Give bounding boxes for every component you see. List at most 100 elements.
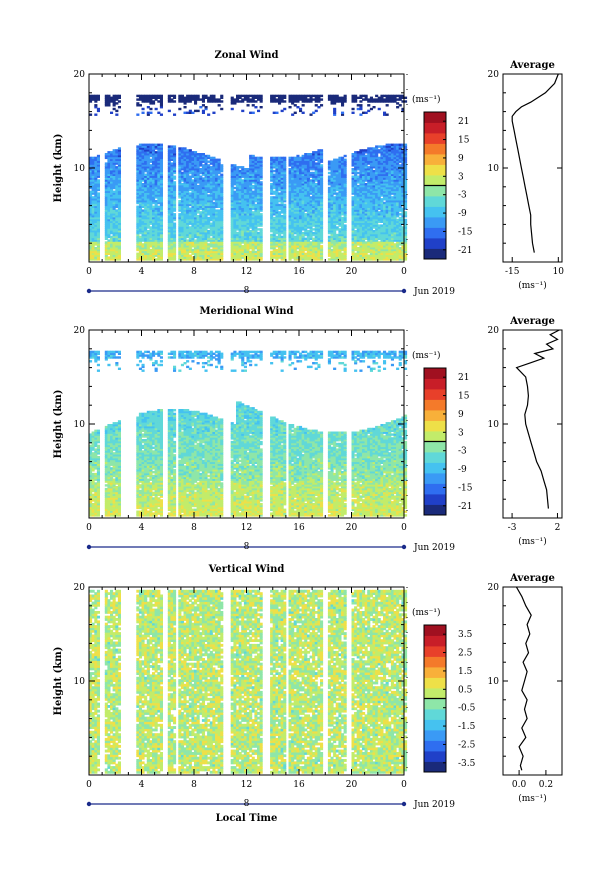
heat-cell (273, 170, 276, 172)
heat-cell (260, 228, 263, 230)
heat-cell (197, 185, 200, 187)
heat-cell (304, 238, 307, 240)
heat-cell (283, 204, 286, 206)
heat-cell (207, 243, 210, 245)
heat-cell (231, 164, 234, 166)
heat-cell (283, 95, 286, 97)
heat-cell (294, 95, 297, 97)
heat-cell (357, 185, 360, 187)
heat-cell (336, 95, 339, 97)
heat-cell (315, 162, 318, 164)
heat-cell (136, 114, 139, 116)
heat-cell (220, 95, 223, 97)
heat-cell (344, 95, 347, 97)
heat-cell (283, 108, 286, 110)
heat-cell (302, 112, 305, 114)
heat-cell (218, 159, 221, 161)
heat-cell (336, 159, 339, 161)
heat-cell (273, 196, 276, 198)
heat-cell (144, 95, 147, 97)
heat-cell (113, 95, 116, 97)
heat-cell (144, 174, 147, 176)
heat-cell (97, 155, 100, 157)
heat-cell (155, 144, 158, 146)
heat-cell (273, 95, 276, 97)
heat-cell (357, 97, 360, 99)
heat-cell (252, 104, 255, 106)
heat-cell (115, 114, 118, 116)
heat-cell (357, 176, 360, 178)
heat-cell (336, 192, 339, 194)
heat-cell (304, 95, 307, 97)
heat-cell (155, 200, 158, 202)
heat-cell (231, 108, 234, 110)
heat-cell (252, 191, 255, 193)
heat-cell (94, 104, 97, 106)
heat-cell (173, 181, 176, 183)
heat-cell (357, 151, 360, 153)
heat-cell (289, 106, 292, 108)
heat-cell (241, 245, 244, 247)
heat-cell (294, 112, 297, 114)
heat-cell (352, 108, 355, 110)
heat-cell (142, 112, 145, 114)
heat-cell (315, 183, 318, 185)
heat-cell (155, 151, 158, 153)
heat-cell (207, 230, 210, 232)
heat-cell (352, 112, 355, 114)
heat-cell (304, 213, 307, 215)
heat-cell (197, 153, 200, 155)
heat-cell (118, 147, 121, 149)
heat-cell (315, 95, 318, 97)
heat-cell (283, 100, 286, 102)
heat-cell (173, 145, 176, 147)
heat-cell (260, 95, 263, 97)
heat-cell (241, 110, 244, 112)
heat-cell (315, 104, 318, 106)
heat-cell (186, 95, 189, 97)
heat-cell (252, 155, 255, 157)
heat-cell (205, 106, 208, 108)
heat-cell (294, 236, 297, 238)
heat-cell (197, 95, 200, 97)
heat-cell (260, 213, 263, 215)
heat-cell (113, 149, 116, 151)
heat-cell (207, 217, 210, 219)
heat-cell (357, 108, 360, 110)
heat-cell (344, 224, 347, 226)
heat-cell (97, 95, 100, 97)
heat-cell (275, 112, 278, 114)
heat-cell (97, 192, 100, 194)
heat-cell (149, 112, 152, 114)
heat-cell (357, 104, 360, 106)
heat-cell (207, 161, 210, 163)
heat-cell (113, 108, 116, 110)
heat-cell (97, 179, 100, 181)
heat-cell (144, 144, 147, 146)
heat-cell (173, 223, 176, 225)
heat-cell (118, 95, 121, 97)
heat-cell (273, 191, 276, 193)
heat-cell (207, 194, 210, 196)
heat-cell (254, 106, 257, 108)
heat-cell (333, 108, 336, 110)
heat-cell (186, 239, 189, 241)
heat-cell (218, 104, 221, 106)
heat-cell (273, 174, 276, 176)
heat-cell (197, 110, 200, 112)
heat-cell (168, 110, 171, 112)
heat-cell (320, 245, 323, 247)
heat-cell (197, 215, 200, 217)
heat-cell (294, 157, 297, 159)
heat-cell (142, 108, 145, 110)
heat-cell (302, 104, 305, 106)
heat-cell (315, 151, 318, 153)
heat-cell (241, 179, 244, 181)
heat-cell (359, 104, 362, 106)
heat-cell (220, 108, 223, 110)
panel-title: Zonal Wind (214, 50, 278, 61)
heat-cell (304, 253, 307, 255)
